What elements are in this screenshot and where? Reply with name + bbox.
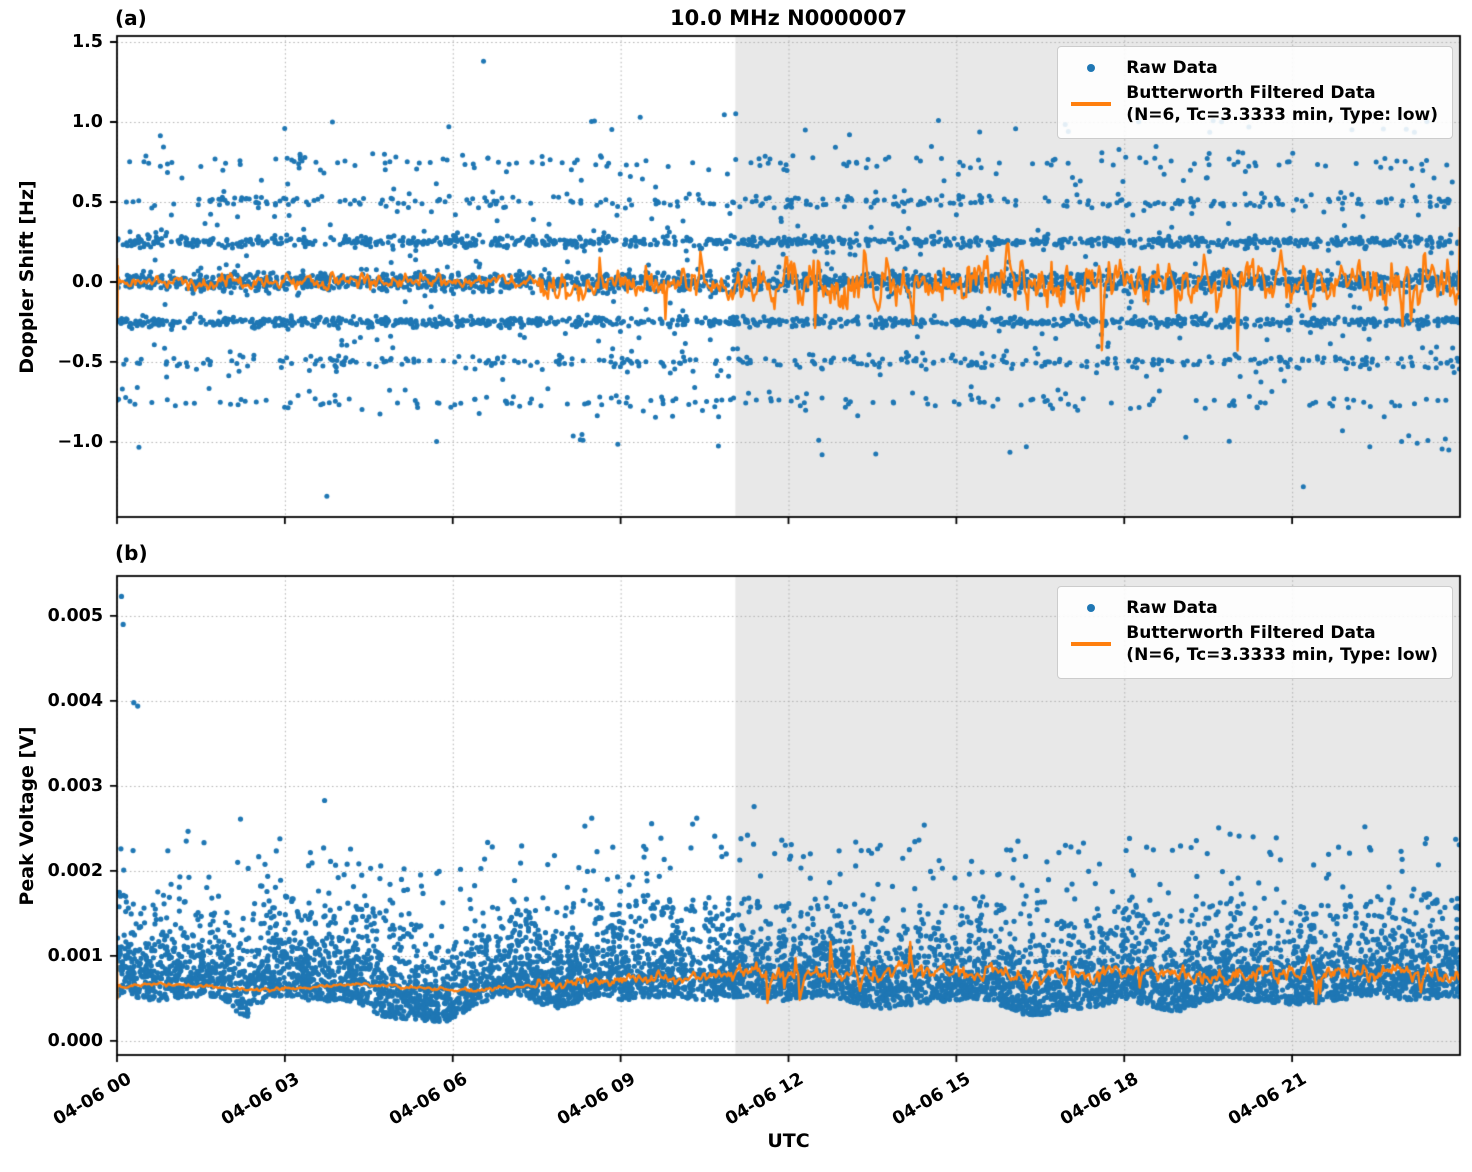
legend-label-line1: Butterworth Filtered Data bbox=[1126, 83, 1376, 104]
raw-data-dot-icon bbox=[1069, 64, 1113, 73]
y-tick-label: 0.005 bbox=[47, 605, 103, 626]
figure-title: 10.0 MHz N0000007 bbox=[670, 6, 907, 30]
panel-a-label: (a) bbox=[115, 6, 147, 30]
y-tick-label: 0.003 bbox=[47, 775, 103, 796]
y-tick-label: −1.0 bbox=[57, 431, 103, 452]
y-tick-label: 1.5 bbox=[71, 31, 103, 52]
legend-item-filtered-data: Butterworth Filtered Data (N=6, Tc=3.333… bbox=[1069, 622, 1438, 666]
y-tick-label: 0.004 bbox=[47, 690, 103, 711]
y-tick-label: 0.0 bbox=[71, 271, 103, 292]
panel-b-legend: Raw Data Butterworth Filtered Data (N=6,… bbox=[1057, 586, 1453, 680]
x-axis-label: UTC bbox=[767, 1130, 810, 1152]
y-tick-label: 0.001 bbox=[47, 945, 103, 966]
legend-label-line2: (N=6, Tc=3.3333 min, Type: low) bbox=[1126, 105, 1438, 126]
y-tick-label: 0.000 bbox=[47, 1030, 103, 1051]
legend-label: Butterworth Filtered Data (N=6, Tc=3.333… bbox=[1126, 622, 1438, 666]
filtered-line-icon bbox=[1069, 642, 1113, 647]
panel-b-label: (b) bbox=[115, 541, 148, 565]
legend-label: Raw Data bbox=[1126, 58, 1218, 78]
y-tick-label: −0.5 bbox=[57, 351, 103, 372]
filtered-line-icon bbox=[1069, 102, 1113, 107]
y-tick-label: 0.5 bbox=[71, 191, 103, 212]
legend-item-raw-data: Raw Data bbox=[1069, 57, 1438, 79]
raw-data-dot-icon bbox=[1069, 604, 1113, 613]
legend-label-line2: (N=6, Tc=3.3333 min, Type: low) bbox=[1126, 645, 1438, 666]
y-tick-label: 1.0 bbox=[71, 111, 103, 132]
legend-item-raw-data: Raw Data bbox=[1069, 597, 1438, 619]
legend-item-filtered-data: Butterworth Filtered Data (N=6, Tc=3.333… bbox=[1069, 82, 1438, 126]
legend-label-line1: Butterworth Filtered Data bbox=[1126, 623, 1376, 644]
y-tick-label: 0.002 bbox=[47, 860, 103, 881]
panel-a-legend: Raw Data Butterworth Filtered Data (N=6,… bbox=[1057, 46, 1453, 140]
legend-label: Raw Data bbox=[1126, 598, 1218, 618]
legend-label: Butterworth Filtered Data (N=6, Tc=3.333… bbox=[1126, 82, 1438, 126]
